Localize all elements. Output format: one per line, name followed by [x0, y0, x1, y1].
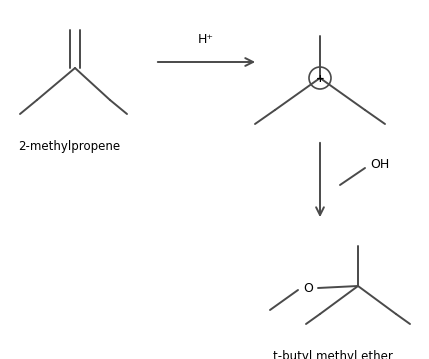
Text: t-butyl methyl ether: t-butyl methyl ether	[273, 350, 393, 359]
Text: OH: OH	[370, 158, 389, 171]
Text: O: O	[303, 281, 313, 294]
Text: 2-methylpropene: 2-methylpropene	[18, 140, 120, 153]
Text: H⁺: H⁺	[198, 33, 214, 46]
Text: +: +	[316, 75, 324, 84]
